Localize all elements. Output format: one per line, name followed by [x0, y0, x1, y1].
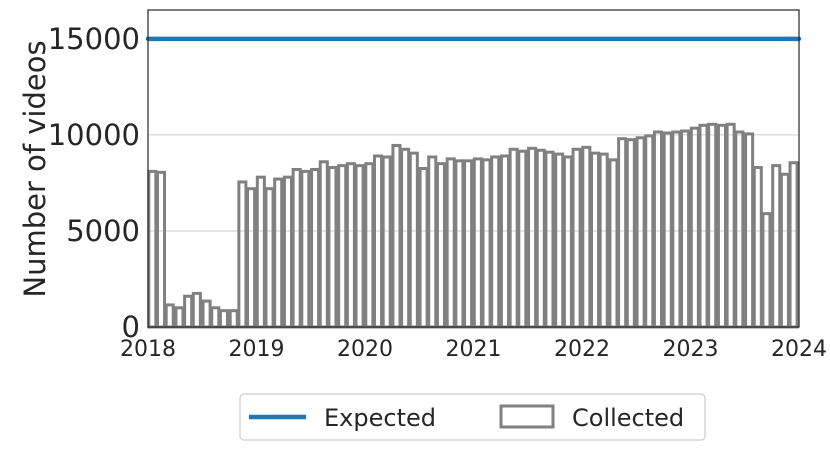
- collected-bar: [544, 150, 555, 329]
- collected-bar: [445, 157, 456, 329]
- collected-bar: [527, 146, 538, 329]
- collected-bar: [771, 164, 782, 329]
- collected-bar: [517, 149, 528, 329]
- legend-collected-swatch: [499, 404, 555, 429]
- collected-bar: [228, 309, 239, 329]
- collected-bar: [571, 147, 582, 329]
- collected-bar: [364, 162, 375, 329]
- collected-bar: [698, 123, 709, 329]
- plot-frame: [147, 9, 800, 328]
- collected-bar: [246, 187, 257, 329]
- collected-bar: [237, 180, 248, 329]
- x-tick-label: 2024: [771, 337, 827, 362]
- collected-bar: [372, 154, 384, 329]
- collected-bar: [310, 167, 321, 329]
- collected-bar: [454, 159, 465, 329]
- collected-bar: [652, 130, 663, 329]
- collected-bar: [463, 159, 474, 329]
- x-tick-label: 2022: [554, 337, 610, 362]
- collected-bar: [662, 131, 673, 329]
- collected-bar: [381, 155, 392, 329]
- collected-bar: [598, 152, 609, 329]
- collected-bar: [499, 154, 510, 329]
- collected-bar: [337, 164, 348, 329]
- collected-bar: [155, 170, 167, 329]
- collected-bar: [191, 291, 202, 329]
- collected-bar: [147, 169, 158, 329]
- collected-bar: [174, 306, 185, 329]
- collected-bar: [255, 175, 266, 329]
- collected-bar: [707, 122, 718, 329]
- collected-bar: [481, 158, 492, 329]
- legend-collected-label: Collected: [572, 404, 684, 432]
- collected-bar: [318, 160, 329, 329]
- y-tick-label: 10000: [48, 118, 140, 152]
- collected-bars: [147, 122, 799, 329]
- collected-bar: [201, 299, 212, 329]
- y-axis-ticks: 0 5000 10000 15000: [48, 22, 140, 344]
- x-tick-label: 2018: [120, 337, 176, 362]
- collected-bar: [734, 130, 745, 329]
- collected-bar: [218, 309, 229, 329]
- collected-bar: [273, 177, 284, 329]
- collected-bar: [472, 157, 483, 329]
- legend-frame: [239, 393, 706, 441]
- collected-bar: [391, 143, 402, 329]
- collected-bar: [418, 167, 429, 329]
- collected-bar: [300, 169, 311, 329]
- legend-expected-label: Expected: [324, 404, 436, 432]
- collected-bar: [752, 166, 763, 329]
- collected-bar: [589, 151, 601, 329]
- collected-bar: [400, 147, 411, 329]
- collected-bar: [327, 166, 338, 329]
- collected-bar: [282, 175, 293, 329]
- y-tick-label: 15000: [48, 22, 140, 56]
- x-axis-ticks: 2018 2019 2020 2021 2022 2023 2024: [120, 337, 827, 362]
- y-axis-label: Number of videos: [18, 40, 52, 297]
- collected-bar: [680, 129, 691, 329]
- collected-bar: [264, 187, 275, 329]
- legend: Expected Collected: [239, 393, 706, 441]
- collected-bar: [408, 151, 419, 329]
- x-tick-label: 2019: [229, 337, 285, 362]
- collected-bar: [608, 158, 619, 329]
- collected-bar: [554, 152, 565, 329]
- x-tick-label: 2020: [337, 337, 393, 362]
- collected-bar: [508, 147, 519, 329]
- collected-bar: [562, 155, 573, 329]
- collected-bar: [671, 130, 682, 329]
- collected-bar: [345, 162, 356, 329]
- collected-bar: [164, 303, 175, 329]
- collected-bar: [625, 138, 636, 329]
- y-tick-label: 5000: [66, 214, 140, 248]
- collected-bar: [490, 155, 501, 329]
- x-tick-label: 2023: [663, 337, 719, 362]
- collected-bar: [581, 145, 592, 329]
- collected-bar: [779, 172, 790, 329]
- collected-bar: [716, 123, 727, 329]
- x-tick-label: 2021: [446, 337, 502, 362]
- collected-bar: [788, 161, 799, 329]
- collected-bar: [435, 162, 446, 329]
- collected-bar: [725, 122, 736, 329]
- collected-bar: [354, 164, 365, 329]
- collected-bar: [689, 126, 700, 329]
- collected-bar: [291, 167, 302, 329]
- collected-bar: [427, 155, 438, 329]
- collected-bar: [535, 148, 546, 329]
- collected-bar: [617, 137, 628, 329]
- y-tick-label: 0: [122, 310, 140, 344]
- collected-bar: [635, 136, 646, 329]
- collected-bar: [210, 306, 221, 329]
- collected-bar: [183, 294, 194, 329]
